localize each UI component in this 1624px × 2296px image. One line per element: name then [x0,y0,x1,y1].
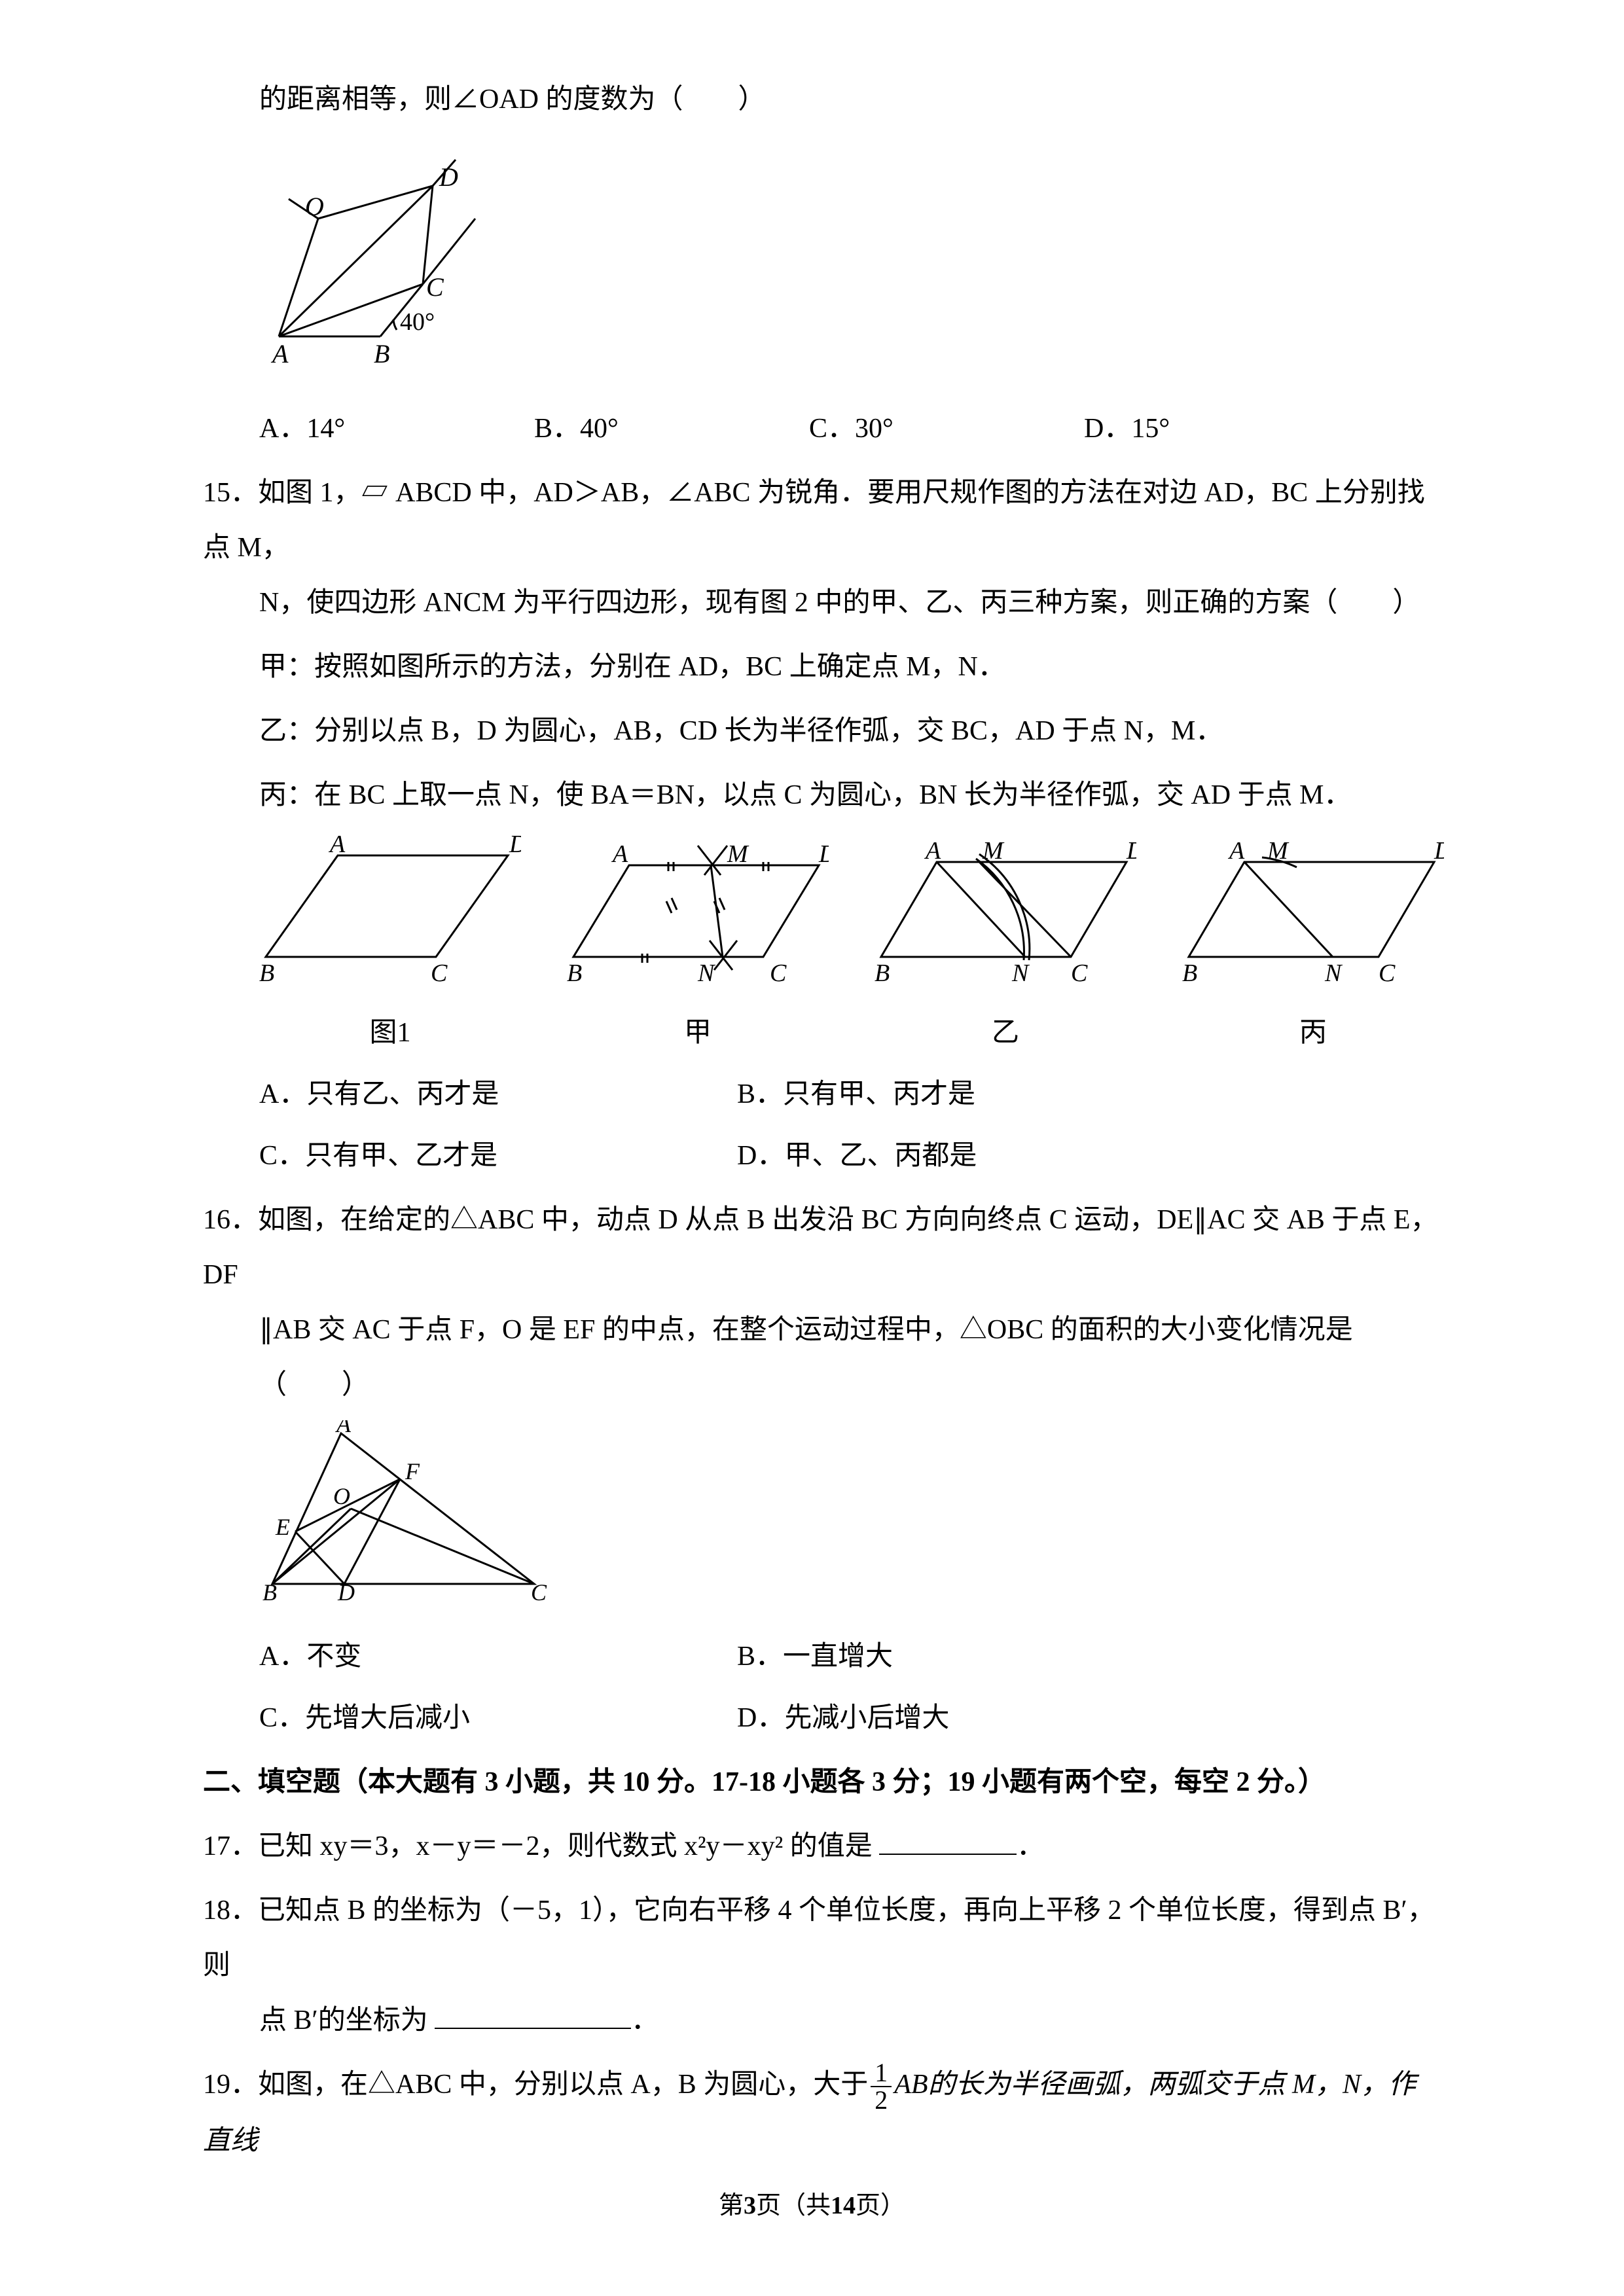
q14-opt-D: D．15° [1084,401,1359,456]
q15-bing: 丙：在 BC 上取一点 N，使 BA＝BN，以点 C 为圆心，BN 长为半径作弧… [203,768,1441,823]
svg-text:D: D [818,840,829,868]
q15-fig-yi: A D B C M N 乙 [875,836,1136,1060]
q15-fig1-label: 图1 [259,1005,521,1060]
lbl-C: C [426,272,444,302]
q16-options-row2: C．先增大后减小 D．先减小后增大 [203,1691,1441,1746]
svg-text:C: C [531,1579,547,1604]
svg-text:D: D [1126,837,1136,865]
page-current: 3 [744,2192,756,2219]
q15-opt-C: C．只有甲、乙才是 [259,1128,737,1183]
q15-fig1: A D B C 图1 [259,836,521,1060]
svg-text:B: B [259,960,274,986]
lbl-B: B [374,339,389,368]
q15-stem-2: N，使四边形 ANCM 为平行四边形，现有图 2 中的甲、乙、丙三种方案，则正确… [203,575,1441,630]
q15-opt-B: B．只有甲、丙才是 [737,1067,1215,1122]
q16-stem-1: 16．如图，在给定的△ABC 中，动点 D 从点 B 出发沿 BC 方向向终点 … [203,1193,1441,1302]
q16-stem-2: ∥AB 交 AC 于点 F，O 是 EF 的中点，在整个运动过程中，△OBC 的… [203,1302,1441,1412]
q16-opt-B: B．一直增大 [737,1629,1215,1684]
q14-opt-C: C．30° [809,401,1084,456]
q15-stem-1: 15．如图 1，▱ ABCD 中，AD＞AB，∠ABC 为锐角．要用尺规作图的方… [203,465,1441,575]
q19: 19．如图，在△ABC 中，分别以点 A，B 为圆心，大于12AB的长为半径画弧… [203,2057,1441,2168]
q16-opt-C: C．先增大后减小 [259,1691,737,1746]
q14-opt-B: B．40° [534,401,809,456]
svg-text:A: A [1227,837,1245,865]
q15-figure-row: A D B C 图1 [203,836,1441,1060]
q16-opt-D: D．先减小后增大 [737,1691,1215,1746]
q16-opt-A: A．不变 [259,1629,737,1684]
section2-title: 二、填空题（本大题有 3 小题，共 10 分。17-18 小题各 3 分；19 … [203,1755,1441,1810]
svg-text:N: N [1011,960,1030,986]
svg-text:A: A [328,836,346,858]
svg-text:D: D [337,1579,355,1604]
q15-yi-label: 乙 [875,1005,1136,1060]
svg-text:B: B [1182,960,1197,986]
svg-text:M: M [1267,837,1290,865]
lbl-40deg: 40° [400,308,435,336]
svg-text:C: C [1071,960,1088,986]
svg-text:D: D [1434,837,1444,865]
q14-options: A．14° B．40° C．30° D．15° [203,401,1441,456]
q15-opt-A: A．只有乙、丙才是 [259,1067,737,1122]
svg-text:A: A [611,840,628,868]
page-root: 的距离相等，则∠OAD 的度数为（ ） O D C A B [0,0,1624,2296]
q17-blank [879,1829,1017,1855]
svg-text:M: M [982,837,1005,865]
q15-options-row1: A．只有乙、丙才是 B．只有甲、丙才是 [203,1067,1441,1122]
q18-blank [435,2003,631,2029]
q15-options-row2: C．只有甲、乙才是 D．甲、乙、丙都是 [203,1128,1441,1183]
lbl-D: D [439,162,458,192]
q15-jia: 甲：按照如图所示的方法，分别在 AD，BC 上确定点 M，N． [203,639,1441,694]
lbl-O: O [305,192,324,221]
q14-continuation: 的距离相等，则∠OAD 的度数为（ ） [203,72,1441,127]
svg-text:E: E [275,1514,290,1540]
q15-yi: 乙：分别以点 B，D 为圆心，AB，CD 长为半径作弧，交 BC，AD 于点 N… [203,704,1441,759]
q17: 17．已知 xy＝3，x－y＝－2，则代数式 x²y－xy² 的值是 ． [203,1819,1441,1874]
svg-text:C: C [770,960,787,986]
q14-opt-A: A．14° [259,401,534,456]
page-footer: 第3页（共14页） [0,2181,1624,2231]
q15-jia-label: 甲 [567,1005,829,1060]
page-total: 14 [831,2192,856,2219]
svg-text:B: B [875,960,890,986]
svg-text:B: B [567,960,582,986]
lbl-A: A [270,339,289,368]
svg-text:A: A [335,1420,352,1437]
svg-text:N: N [697,960,716,986]
svg-text:O: O [333,1483,350,1509]
svg-text:M: M [727,840,749,868]
q14-figure: O D C A B 40° [203,134,1441,395]
q15-opt-D: D．甲、乙、丙都是 [737,1128,1215,1183]
q15-bing-label: 丙 [1182,1005,1444,1060]
q15-fig-jia: A D B C M N 甲 [567,836,829,1060]
q18-stem-1: 18．已知点 B 的坐标为（－5，1），它向右平移 4 个单位长度，再向上平移 … [203,1883,1441,1993]
svg-text:N: N [1324,960,1343,986]
svg-text:D: D [509,836,521,858]
svg-text:C: C [431,960,448,986]
svg-text:F: F [405,1458,420,1484]
svg-text:B: B [262,1579,277,1604]
svg-text:C: C [1379,960,1396,986]
q18-stem-2: 点 B′的坐标为 ． [203,1993,1441,2048]
q16-figure: A B C E F D O [203,1420,1441,1623]
q16-options-row1: A．不变 B．一直增大 [203,1629,1441,1684]
q15-fig-bing: A D B C M N 丙 [1182,836,1444,1060]
fraction-half: 12 [871,2060,892,2113]
svg-text:A: A [924,837,941,865]
